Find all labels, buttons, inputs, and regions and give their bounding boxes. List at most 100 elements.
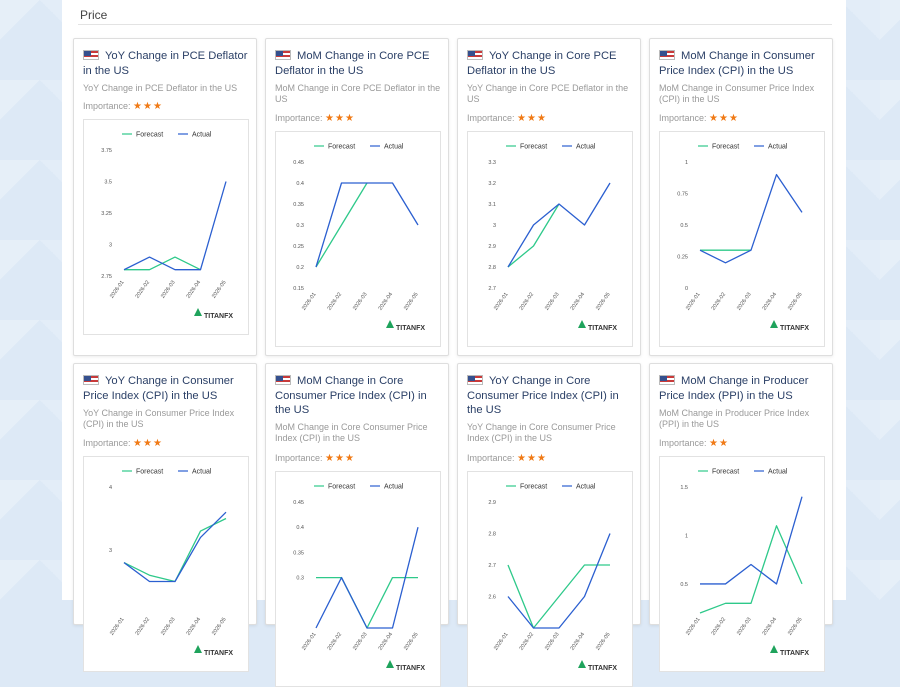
card-subtitle: MoM Change in Core PCE Deflator in the U…: [275, 83, 441, 104]
y-tick-label: 1: [685, 160, 688, 166]
logo-text: TITANFX: [588, 665, 617, 672]
indicator-card[interactable]: YoY Change in Core PCE Deflator in the U…: [457, 38, 641, 356]
forecast-series-line: [507, 203, 560, 268]
logo-mark-icon: [194, 645, 202, 653]
x-tick-label: 2026-03: [352, 292, 368, 312]
legend-actual-label: Actual: [192, 469, 212, 476]
actual-series-line: [123, 181, 227, 271]
actual-series-line: [123, 511, 227, 583]
logo-mark-icon: [770, 320, 778, 328]
x-tick-label: 2026-05: [595, 632, 611, 652]
titanfx-logo: TITANFX: [578, 660, 617, 672]
y-tick-label: 1.5: [680, 485, 688, 491]
x-tick-label: 2026-05: [211, 617, 227, 637]
logo-mark-icon: [578, 320, 586, 328]
legend-forecast-label: Forecast: [328, 484, 355, 491]
indicator-card[interactable]: YoY Change in Consumer Price Index (CPI)…: [73, 363, 257, 672]
indicator-card[interactable]: YoY Change in Core Consumer Price Index …: [457, 363, 641, 687]
indicator-card[interactable]: MoM Change in Producer Price Index (PPI)…: [649, 363, 833, 672]
importance-rating: Importance: ★★★: [83, 101, 163, 112]
logo-text: TITANFX: [780, 650, 809, 657]
x-tick-label: 2026-02: [519, 292, 535, 312]
card-title[interactable]: MoM Change in Producer Price Index (PPI)…: [659, 375, 809, 402]
y-tick-label: 0.5: [680, 582, 688, 588]
logo-mark-icon: [770, 645, 778, 653]
x-tick-label: 2026-05: [403, 292, 419, 312]
y-tick-label: 0.45: [293, 160, 304, 166]
legend-forecast-label: Forecast: [328, 144, 355, 151]
indicator-card[interactable]: YoY Change in PCE Deflator in the US YoY…: [73, 38, 257, 356]
y-tick-label: 3.75: [101, 148, 112, 154]
us-flag-icon: [275, 50, 291, 60]
logo-text: TITANFX: [204, 313, 233, 320]
logo-mark-icon: [578, 660, 586, 668]
y-tick-label: 3: [109, 243, 112, 249]
y-tick-label: 2.7: [488, 563, 496, 569]
chart-svg: Forecast Actual 3 4 2026-01 2026-02 2026-03 202…: [109, 469, 233, 658]
y-tick-label: 3.1: [488, 202, 496, 208]
indicator-card[interactable]: MoM Change in Core Consumer Price Index …: [265, 363, 449, 687]
x-tick-label: 2026-03: [544, 292, 560, 312]
y-tick-label: 2.8: [488, 532, 496, 538]
titanfx-logo: TITANFX: [194, 645, 233, 657]
importance-rating: Importance: ★★★: [659, 113, 739, 124]
logo-mark-icon: [386, 320, 394, 328]
x-tick-label: 2026-01: [109, 617, 125, 637]
section-title: Price: [80, 8, 108, 22]
logo-mark-icon: [194, 308, 202, 316]
card-title[interactable]: YoY Change in PCE Deflator in the US: [83, 50, 248, 77]
x-tick-label: 2026-05: [787, 617, 803, 637]
card-title[interactable]: YoY Change in Core PCE Deflator in the U…: [467, 50, 617, 77]
x-tick-label: 2026-04: [570, 632, 586, 652]
star-icons: ★★★: [133, 101, 163, 112]
star-icons: ★★★: [133, 438, 163, 449]
legend-forecast-label: Forecast: [136, 469, 163, 476]
x-tick-label: 2026-02: [327, 632, 343, 652]
star-icons: ★★: [709, 438, 729, 449]
y-tick-label: 2.6: [488, 595, 496, 601]
x-tick-label: 2026-04: [378, 292, 394, 312]
y-tick-label: 0: [685, 286, 688, 292]
legend-actual-label: Actual: [576, 484, 596, 491]
us-flag-icon: [467, 50, 483, 60]
titanfx-logo: TITANFX: [770, 320, 809, 332]
y-tick-label: 1: [685, 533, 688, 539]
card-title[interactable]: YoY Change in Consumer Price Index (CPI)…: [83, 375, 234, 402]
y-tick-label: 2.9: [488, 244, 496, 250]
card-title[interactable]: MoM Change in Consumer Price Index (CPI)…: [659, 50, 815, 77]
x-tick-label: 2026-05: [595, 292, 611, 312]
chart-svg: Forecast Actual 0.5 1 1.5 2026-01 2026-02 2026-…: [680, 469, 809, 658]
y-tick-label: 3: [109, 548, 112, 554]
y-tick-label: 0.3: [296, 576, 304, 582]
legend-forecast-label: Forecast: [520, 144, 547, 151]
us-flag-icon: [467, 375, 483, 385]
card-title[interactable]: MoM Change in Core PCE Deflator in the U…: [275, 50, 430, 77]
card-subtitle: YoY Change in Core Consumer Price Index …: [467, 422, 616, 443]
card-title[interactable]: MoM Change in Core Consumer Price Index …: [275, 375, 427, 416]
card-subtitle: MoM Change in Consumer Price Index (CPI)…: [659, 83, 815, 104]
importance-rating: Importance: ★★: [659, 438, 729, 449]
indicator-card[interactable]: MoM Change in Consumer Price Index (CPI)…: [649, 38, 833, 356]
legend-actual-label: Actual: [384, 144, 404, 151]
legend-forecast-label: Forecast: [712, 469, 739, 476]
titanfx-logo: TITANFX: [770, 645, 809, 657]
legend-forecast-label: Forecast: [520, 484, 547, 491]
card-subtitle: MoM Change in Core Consumer Price Index …: [275, 422, 428, 443]
importance-rating: Importance: ★★★: [275, 453, 355, 464]
titanfx-logo: TITANFX: [194, 308, 233, 320]
x-tick-label: 2026-04: [570, 292, 586, 312]
card-title[interactable]: YoY Change in Core Consumer Price Index …: [467, 375, 619, 416]
x-tick-label: 2026-03: [160, 617, 176, 637]
us-flag-icon: [83, 50, 99, 60]
x-tick-label: 2026-03: [352, 632, 368, 652]
chart-svg: Forecast Actual 2.6 2.7 2.8 2.9 2026-01 2026-02…: [488, 484, 617, 673]
logo-text: TITANFX: [204, 650, 233, 657]
y-tick-label: 0.3: [296, 223, 304, 229]
indicator-card[interactable]: MoM Change in Core PCE Deflator in the U…: [265, 38, 449, 356]
y-tick-label: 0.25: [293, 244, 304, 250]
importance-rating: Importance: ★★★: [467, 113, 547, 124]
line-chart: Forecast Actual 2.7 2.8 2.9 3 3.1 3.2 3.3 2026-01…: [467, 131, 633, 347]
us-flag-icon: [659, 50, 675, 60]
x-tick-label: 2026-04: [186, 280, 202, 300]
x-tick-label: 2026-03: [160, 280, 176, 300]
